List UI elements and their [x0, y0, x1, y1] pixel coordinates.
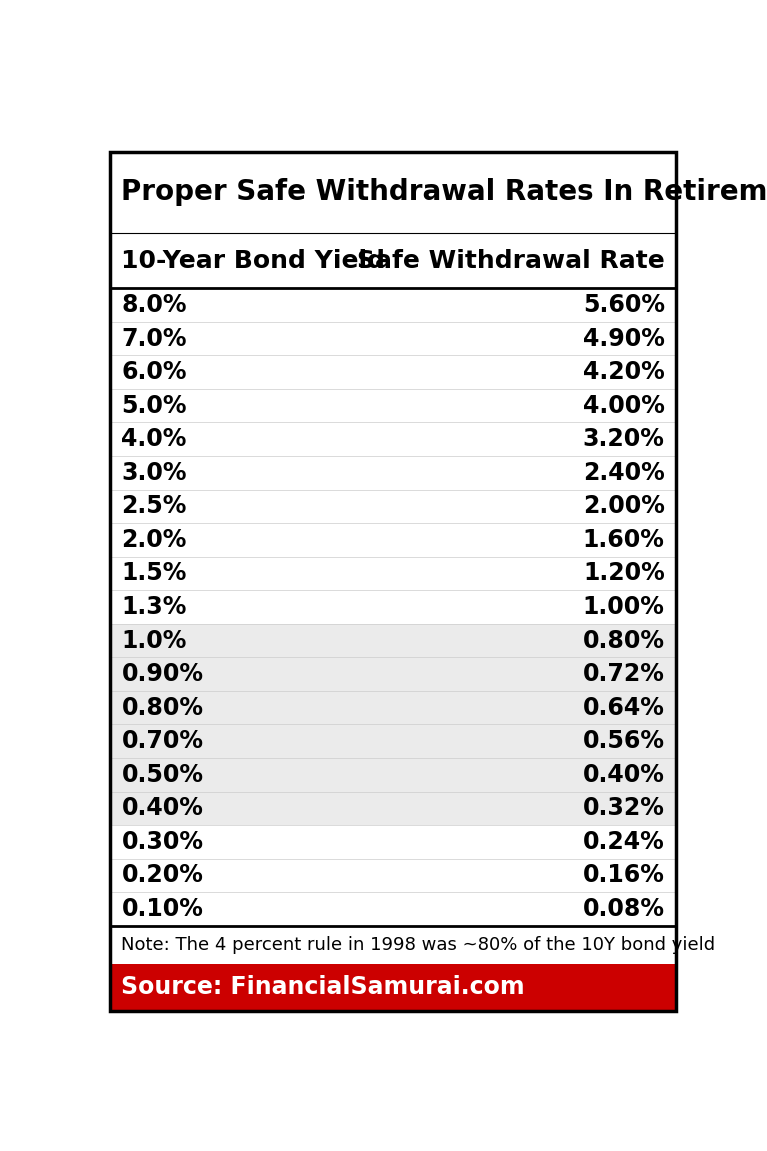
Bar	[110, 489, 676, 524]
Bar	[110, 288, 676, 322]
Bar	[110, 624, 676, 657]
Text: 0.50%: 0.50%	[121, 763, 203, 787]
Text: 0.90%: 0.90%	[121, 662, 203, 686]
Text: 0.16%: 0.16%	[583, 863, 665, 887]
Text: 2.0%: 2.0%	[121, 528, 187, 552]
Bar	[110, 892, 676, 925]
Bar	[110, 792, 676, 825]
Bar	[110, 322, 676, 356]
Text: 4.0%: 4.0%	[121, 427, 187, 451]
Text: 5.0%: 5.0%	[121, 394, 187, 418]
Bar	[110, 859, 676, 892]
Text: 0.56%: 0.56%	[583, 730, 665, 753]
Bar	[110, 524, 676, 557]
Text: 2.40%: 2.40%	[583, 460, 665, 485]
Bar	[110, 825, 676, 859]
Bar	[110, 657, 676, 691]
Text: 5.60%: 5.60%	[583, 294, 665, 317]
Text: Proper Safe Withdrawal Rates In Retirement: Proper Safe Withdrawal Rates In Retireme…	[121, 178, 767, 206]
Text: 4.20%: 4.20%	[583, 360, 665, 384]
Bar	[110, 724, 676, 759]
Text: 0.70%: 0.70%	[121, 730, 203, 753]
Text: 0.80%: 0.80%	[583, 628, 665, 653]
Text: 1.3%: 1.3%	[121, 595, 187, 619]
Bar	[110, 557, 676, 590]
Text: 0.32%: 0.32%	[583, 796, 665, 821]
Text: 1.0%: 1.0%	[121, 628, 187, 653]
Text: 0.10%: 0.10%	[121, 897, 203, 921]
Bar	[110, 590, 676, 624]
Bar	[110, 759, 676, 792]
Text: 0.08%: 0.08%	[583, 897, 665, 921]
Text: 6.0%: 6.0%	[121, 360, 187, 384]
Text: Source: FinancialSamurai.com: Source: FinancialSamurai.com	[121, 975, 525, 999]
Text: 0.24%: 0.24%	[583, 830, 665, 854]
Text: 2.00%: 2.00%	[583, 495, 665, 518]
Text: 1.00%: 1.00%	[583, 595, 665, 619]
Bar	[110, 356, 676, 389]
Bar	[110, 965, 676, 1011]
Text: 3.20%: 3.20%	[583, 427, 665, 451]
Text: 3.0%: 3.0%	[121, 460, 187, 485]
Text: 0.40%: 0.40%	[121, 796, 203, 821]
Text: 2.5%: 2.5%	[121, 495, 187, 518]
Text: 0.30%: 0.30%	[121, 830, 203, 854]
Text: 1.5%: 1.5%	[121, 562, 187, 586]
Text: 1.60%: 1.60%	[583, 528, 665, 552]
Text: 0.40%: 0.40%	[583, 763, 665, 787]
Text: Safe Withdrawal Rate: Safe Withdrawal Rate	[357, 249, 665, 273]
Text: 0.64%: 0.64%	[583, 695, 665, 719]
Bar	[110, 422, 676, 456]
Text: 0.20%: 0.20%	[121, 863, 203, 887]
Bar	[110, 389, 676, 422]
Bar	[110, 691, 676, 724]
Text: Note: The 4 percent rule in 1998 was ~80% of the 10Y bond yield: Note: The 4 percent rule in 1998 was ~80…	[121, 936, 716, 954]
Bar	[110, 925, 676, 965]
Bar	[110, 456, 676, 489]
Text: 10-Year Bond Yield: 10-Year Bond Yield	[121, 249, 386, 273]
Text: 0.72%: 0.72%	[583, 662, 665, 686]
Text: 4.90%: 4.90%	[583, 327, 665, 351]
Text: 8.0%: 8.0%	[121, 294, 187, 317]
Text: 7.0%: 7.0%	[121, 327, 187, 351]
Text: 4.00%: 4.00%	[583, 394, 665, 418]
Bar	[110, 152, 676, 925]
Text: 0.80%: 0.80%	[121, 695, 203, 719]
Text: 1.20%: 1.20%	[583, 562, 665, 586]
